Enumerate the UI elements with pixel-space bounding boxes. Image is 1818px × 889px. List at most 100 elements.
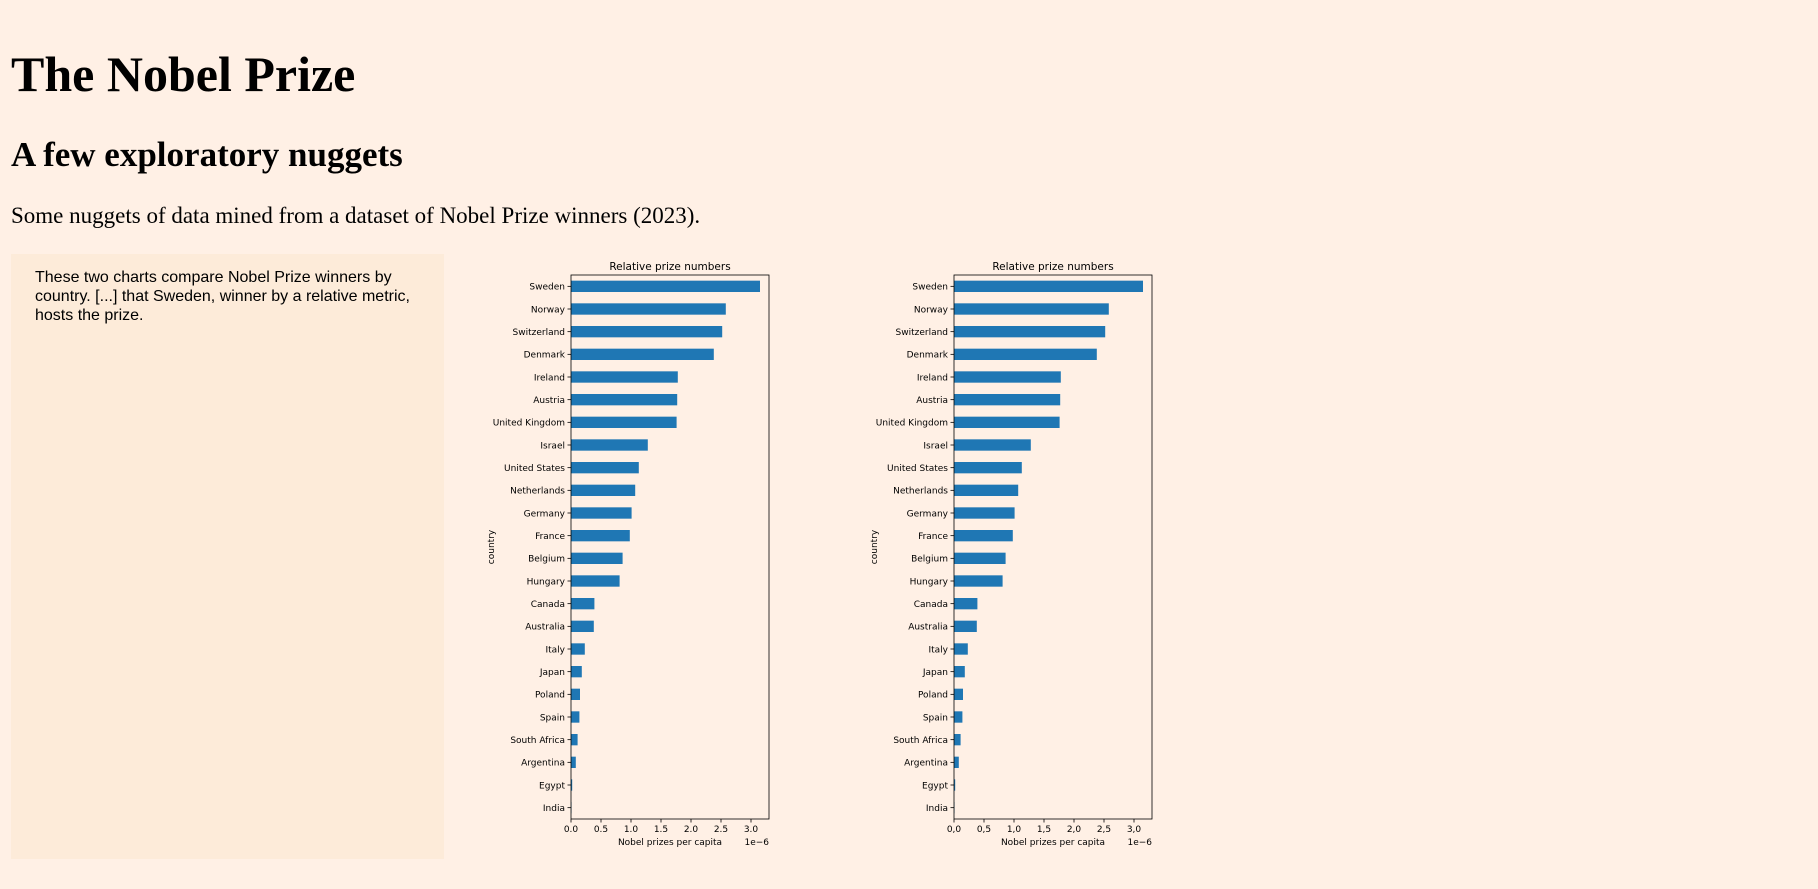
- y-tick-label-poland: Poland: [535, 691, 565, 701]
- x-tick-label: 0.5: [594, 825, 608, 835]
- y-tick-label-belgium: Belgium: [911, 555, 948, 565]
- y-tick-label-ireland: Ireland: [917, 373, 948, 383]
- y-tick-label-netherlands: Netherlands: [510, 487, 565, 497]
- y-tick-label-france: France: [918, 532, 948, 542]
- x-tick-label: 1,5: [1037, 825, 1051, 835]
- page-subtitle: A few exploratory nuggets: [11, 135, 403, 174]
- y-tick-label-united-kingdom: United Kingdom: [493, 419, 565, 429]
- x-tick-label: 1.5: [654, 825, 668, 835]
- bar-italy: [954, 643, 968, 655]
- plot-frame: [953, 274, 1153, 820]
- x-tick-label: 2,5: [1097, 825, 1111, 835]
- y-tick-label-belgium: Belgium: [528, 555, 565, 565]
- bar-australia: [954, 620, 977, 632]
- y-tick-label-united-states: United States: [887, 464, 948, 474]
- x-axis-offset-label: 1e−6: [744, 838, 769, 848]
- bar-austria: [954, 394, 1061, 406]
- bar-germany: [954, 507, 1015, 519]
- y-tick-label-japan: Japan: [539, 668, 565, 678]
- bar-poland: [571, 688, 580, 700]
- bar-spain: [954, 711, 963, 723]
- bar-united-kingdom: [571, 416, 677, 428]
- bar-ireland: [954, 371, 1061, 383]
- y-tick-label-denmark: Denmark: [907, 351, 949, 361]
- y-tick-label-hungary: Hungary: [910, 577, 949, 587]
- y-tick-label-argentina: Argentina: [521, 759, 565, 769]
- x-tick-label: 1.0: [624, 825, 639, 835]
- y-tick-label-united-states: United States: [504, 464, 565, 474]
- bar-south-africa: [954, 734, 961, 746]
- y-tick-label-norway: Norway: [914, 305, 949, 315]
- bar-chart: Relative prize numbers Sweden Norway Switze…: [870, 261, 1153, 848]
- y-tick-label-norway: Norway: [531, 305, 566, 315]
- x-tick-label: 0,0: [947, 825, 962, 835]
- y-tick-label-germany: Germany: [524, 509, 566, 519]
- x-tick-label: 0.0: [564, 825, 579, 835]
- bar-italy: [571, 643, 585, 655]
- x-tick-label: 3,0: [1127, 825, 1142, 835]
- y-tick-label-israel: Israel: [923, 441, 948, 451]
- y-tick-label-italy: Italy: [545, 645, 565, 655]
- bar-switzerland: [954, 326, 1106, 338]
- y-tick-label-sweden: Sweden: [912, 283, 948, 293]
- y-tick-label-hungary: Hungary: [527, 577, 566, 587]
- bar-ireland: [571, 371, 678, 383]
- x-tick-label: 3.0: [744, 825, 759, 835]
- bar-netherlands: [571, 484, 636, 496]
- y-tick-label-austria: Austria: [916, 396, 948, 406]
- y-tick-label-israel: Israel: [540, 441, 565, 451]
- y-tick-label-italy: Italy: [928, 645, 948, 655]
- bar-canada: [954, 598, 978, 610]
- x-tick-label: 2.5: [714, 825, 728, 835]
- y-tick-label-egypt: Egypt: [922, 781, 948, 791]
- bar-switzerland: [571, 326, 723, 338]
- bar-united-kingdom: [954, 416, 1060, 428]
- bar-belgium: [954, 552, 1006, 564]
- bar-belgium: [571, 552, 623, 564]
- sidebar-text: These two charts compare Nobel Prize win…: [35, 269, 410, 324]
- x-tick-label: 2.0: [684, 825, 699, 835]
- y-tick-label-india: India: [926, 804, 948, 814]
- bar-united-states: [954, 462, 1022, 474]
- y-tick-label-spain: Spain: [923, 713, 948, 723]
- bar-canada: [571, 598, 595, 610]
- y-tick-label-south-africa: South Africa: [893, 736, 948, 746]
- y-tick-label-argentina: Argentina: [904, 759, 948, 769]
- chart-title: Relative prize numbers: [992, 261, 1113, 273]
- y-tick-label-canada: Canada: [531, 600, 565, 610]
- y-tick-label-austria: Austria: [533, 396, 565, 406]
- bar-denmark: [571, 348, 714, 360]
- y-tick-label-sweden: Sweden: [529, 283, 565, 293]
- x-axis-label: Nobel prizes per capita: [618, 838, 722, 848]
- intro-text: Some nuggets of data mined from a datase…: [11, 203, 701, 228]
- bar-argentina: [954, 756, 959, 768]
- x-axis-offset-label: 1e−6: [1127, 838, 1152, 848]
- bar-hungary: [954, 575, 1003, 587]
- y-tick-label-south-africa: South Africa: [510, 736, 565, 746]
- bar-austria: [571, 394, 678, 406]
- y-tick-label-netherlands: Netherlands: [893, 487, 948, 497]
- chart-left: Relative prize numbers Sweden Norway Switze…: [480, 255, 780, 855]
- chart-title: Relative prize numbers: [609, 261, 730, 273]
- bar-norway: [954, 303, 1109, 315]
- y-tick-label-egypt: Egypt: [539, 781, 565, 791]
- bar-poland: [954, 688, 963, 700]
- y-tick-label-united-kingdom: United Kingdom: [876, 419, 948, 429]
- bar-germany: [571, 507, 632, 519]
- x-tick-label: 1,0: [1007, 825, 1022, 835]
- bar-argentina: [571, 756, 576, 768]
- bar-japan: [954, 666, 965, 678]
- bar-israel: [571, 439, 648, 451]
- x-tick-label: 2,0: [1067, 825, 1082, 835]
- bar-hungary: [571, 575, 620, 587]
- y-tick-label-japan: Japan: [922, 668, 948, 678]
- y-tick-label-switzerland: Switzerland: [513, 328, 566, 338]
- bar-france: [954, 530, 1013, 542]
- x-axis-label: Nobel prizes per capita: [1001, 838, 1105, 848]
- y-tick-label-canada: Canada: [914, 600, 948, 610]
- y-tick-label-spain: Spain: [540, 713, 565, 723]
- y-axis-label: country: [870, 529, 880, 564]
- chart-right: Relative prize numbers Sweden Norway Switze…: [863, 255, 1163, 855]
- bar-spain: [571, 711, 580, 723]
